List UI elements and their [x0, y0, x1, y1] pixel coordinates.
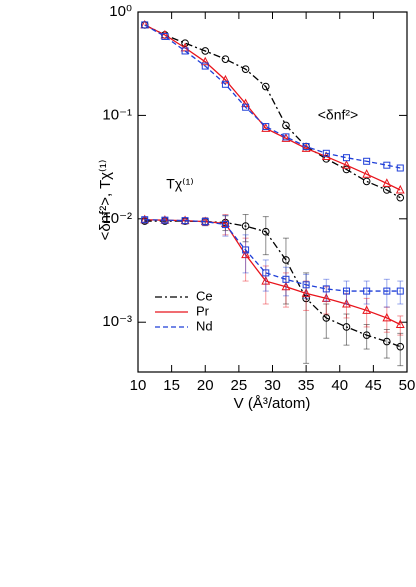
marker	[201, 218, 209, 226]
x-tick-label: 45	[365, 377, 382, 394]
marker	[362, 305, 372, 314]
marker	[322, 149, 330, 157]
marker	[161, 216, 169, 224]
marker	[342, 154, 350, 162]
marker	[396, 342, 405, 351]
marker	[141, 216, 149, 224]
marker	[261, 82, 270, 91]
marker	[383, 337, 391, 346]
marker	[302, 281, 310, 289]
marker	[241, 222, 250, 230]
marker	[396, 193, 405, 202]
marker	[382, 178, 392, 187]
x-tick-label: 40	[331, 377, 348, 394]
legend-label: Nd	[196, 318, 213, 333]
marker	[321, 293, 331, 302]
marker	[302, 143, 310, 151]
marker	[282, 256, 290, 264]
marker	[342, 298, 351, 308]
marker	[161, 32, 169, 40]
x-axis-label: V (Å³/atom)	[234, 395, 311, 412]
marker	[221, 221, 229, 229]
y-tick-label: 10⁰	[109, 3, 132, 20]
marker	[241, 65, 250, 73]
y-tick-label: 10⁻²	[102, 210, 132, 227]
marker	[363, 287, 371, 295]
marker	[302, 294, 310, 303]
marker	[363, 157, 371, 165]
marker	[242, 103, 250, 111]
x-tick-label: 15	[163, 377, 180, 394]
marker	[221, 80, 229, 88]
series-line	[144, 24, 401, 191]
marker	[342, 323, 351, 331]
marker	[241, 249, 251, 259]
marker	[322, 314, 331, 322]
marker	[342, 160, 351, 169]
marker	[181, 39, 189, 47]
x-tick-label: 25	[231, 377, 248, 394]
marker	[201, 62, 209, 70]
series-line	[144, 220, 401, 348]
marker	[396, 164, 404, 172]
x-tick-label: 30	[264, 377, 281, 394]
marker	[382, 312, 392, 322]
y-tick-label: 10⁻¹	[102, 106, 132, 123]
y-tick-label: 10⁻³	[102, 313, 132, 330]
marker	[342, 165, 351, 174]
marker	[362, 177, 371, 186]
series-line	[144, 219, 401, 292]
x-tick-label: 10	[130, 377, 147, 394]
annotation: Tχ⁽¹⁾	[166, 176, 193, 192]
annotation: <δnf²>	[318, 107, 358, 123]
marker	[261, 227, 270, 236]
marker	[262, 269, 270, 277]
marker	[221, 74, 230, 84]
marker	[383, 161, 391, 169]
marker	[282, 121, 290, 130]
marker	[181, 217, 189, 225]
marker	[221, 218, 230, 228]
marker	[301, 288, 311, 297]
marker	[396, 287, 404, 295]
y-axis-label: <δnf²>, Tχ⁽¹⁾	[97, 160, 114, 241]
marker	[395, 319, 405, 329]
x-tick-label: 20	[197, 377, 214, 394]
marker	[141, 21, 149, 29]
marker	[282, 133, 290, 141]
marker	[201, 47, 210, 55]
marker	[362, 331, 371, 339]
legend-label: Pr	[196, 303, 210, 318]
x-tick-label: 35	[298, 377, 315, 394]
legend-label: Ce	[196, 288, 213, 303]
marker	[395, 184, 405, 194]
marker	[282, 275, 290, 283]
series-line	[144, 219, 401, 326]
marker	[261, 275, 271, 285]
marker	[221, 55, 230, 63]
marker	[383, 287, 391, 295]
marker	[262, 123, 270, 131]
x-tick-label: 50	[399, 377, 416, 394]
marker	[281, 133, 291, 142]
marker	[301, 143, 311, 152]
marker	[181, 47, 189, 55]
marker	[200, 56, 210, 66]
marker	[342, 287, 350, 295]
marker	[160, 29, 170, 39]
marker	[281, 281, 291, 291]
marker	[242, 246, 250, 254]
marker	[362, 169, 372, 178]
marker	[322, 285, 330, 293]
